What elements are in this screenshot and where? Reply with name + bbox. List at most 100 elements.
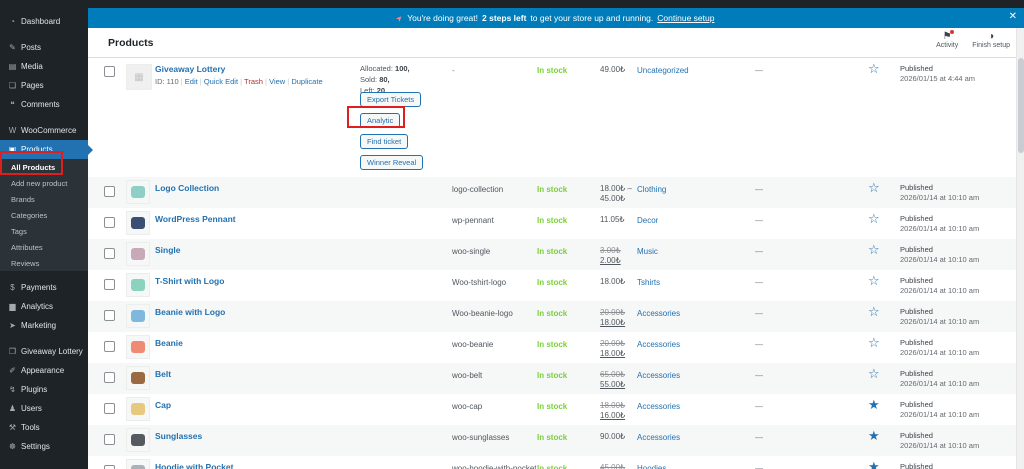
row-checkbox[interactable] bbox=[104, 341, 115, 352]
sidebar-item-add-new-product[interactable]: Add new product bbox=[0, 175, 88, 191]
category-link[interactable]: Accessories bbox=[637, 402, 681, 411]
export-tickets-button[interactable]: Export Tickets bbox=[360, 92, 422, 107]
banner-close-icon[interactable]: ✕ bbox=[1008, 11, 1017, 22]
featured-star[interactable]: ☆ bbox=[868, 242, 880, 257]
lottery-icon: ❒ bbox=[8, 347, 17, 356]
scrollbar-thumb[interactable] bbox=[1018, 58, 1024, 153]
product-thumb[interactable]: ▦ bbox=[126, 64, 152, 90]
category-link[interactable]: Accessories bbox=[637, 340, 681, 349]
featured-star[interactable]: ☆ bbox=[868, 211, 880, 226]
edit-action[interactable]: Edit bbox=[184, 77, 198, 86]
sidebar-item-plugins[interactable]: ↯ Plugins bbox=[0, 380, 88, 399]
sidebar-item-dashboard[interactable]: ◔ Dashboard bbox=[0, 12, 88, 31]
sidebar-item-payments[interactable]: $ Payments bbox=[0, 278, 88, 297]
featured-star[interactable]: ☆ bbox=[868, 335, 880, 350]
row-checkbox[interactable] bbox=[104, 279, 115, 290]
featured-star[interactable]: ★ bbox=[868, 459, 880, 469]
sidebar-item-brands[interactable]: Brands bbox=[0, 191, 88, 207]
continue-setup-link[interactable]: Continue setup bbox=[657, 13, 715, 23]
sidebar-item-all-products[interactable]: All Products bbox=[0, 159, 88, 175]
winner-reveal-button[interactable]: Winner Reveal bbox=[360, 155, 424, 170]
stock-status: In stock bbox=[537, 66, 568, 75]
category-link[interactable]: Music bbox=[637, 247, 658, 256]
featured-star[interactable]: ★ bbox=[868, 397, 880, 412]
featured-star[interactable]: ☆ bbox=[868, 61, 880, 76]
category-link[interactable]: Tshirts bbox=[637, 278, 661, 287]
category-link[interactable]: Clothing bbox=[637, 185, 667, 194]
row-checkbox[interactable] bbox=[104, 465, 115, 469]
view-action[interactable]: View bbox=[269, 77, 286, 86]
product-thumb[interactable] bbox=[126, 304, 150, 328]
sidebar-item-appearance[interactable]: ✐ Appearance bbox=[0, 361, 88, 380]
product-name-link[interactable]: T-Shirt with Logo bbox=[155, 276, 225, 286]
product-name-link[interactable]: WordPress Pennant bbox=[155, 214, 236, 224]
featured-star[interactable]: ☆ bbox=[868, 304, 880, 319]
sidebar-item-collapse-menu[interactable]: ◄ Collapse Menu bbox=[0, 463, 88, 469]
row-checkbox[interactable] bbox=[104, 372, 115, 383]
product-thumb[interactable] bbox=[126, 273, 150, 297]
product-thumb[interactable] bbox=[126, 397, 150, 421]
sidebar-item-posts[interactable]: ✎ Posts bbox=[0, 38, 88, 57]
sidebar-item-tags[interactable]: Tags bbox=[0, 223, 88, 239]
find-ticket-button[interactable]: Find ticket bbox=[360, 134, 409, 149]
sidebar-item-media[interactable]: ▤ Media bbox=[0, 57, 88, 76]
sidebar-item-analytics[interactable]: ▆ Analytics bbox=[0, 297, 88, 316]
product-name-link[interactable]: Cap bbox=[155, 400, 172, 410]
row-checkbox[interactable] bbox=[104, 434, 115, 445]
featured-star[interactable]: ☆ bbox=[868, 180, 880, 195]
sidebar-item-settings[interactable]: ☸ Settings bbox=[0, 437, 88, 456]
category-link[interactable]: Accessories bbox=[637, 371, 681, 380]
product-sku: wp-pennant bbox=[452, 216, 494, 225]
finish-setup-button[interactable]: ◑ Finish setup bbox=[972, 31, 1010, 49]
category-link[interactable]: Accessories bbox=[637, 309, 681, 318]
sidebar-item-users[interactable]: ♟ Users bbox=[0, 399, 88, 418]
product-thumb[interactable] bbox=[126, 242, 150, 266]
product-id: ID: 110 bbox=[155, 77, 179, 86]
category-link[interactable]: Decor bbox=[637, 216, 659, 225]
product-name-link[interactable]: Logo Collection bbox=[155, 183, 220, 193]
sidebar-item-comments[interactable]: ❝ Comments bbox=[0, 95, 88, 114]
users-icon: ♟ bbox=[8, 404, 17, 413]
sidebar-item-woocommerce[interactable]: W WooCommerce bbox=[0, 121, 88, 140]
sidebar-item-marketing[interactable]: ➤ Marketing bbox=[0, 316, 88, 335]
featured-star[interactable]: ☆ bbox=[868, 366, 880, 381]
featured-star[interactable]: ★ bbox=[868, 428, 880, 443]
product-name-link[interactable]: Beanie with Logo bbox=[155, 307, 226, 317]
featured-star[interactable]: ☆ bbox=[868, 273, 880, 288]
sidebar-item-attributes[interactable]: Attributes bbox=[0, 239, 88, 255]
row-checkbox[interactable] bbox=[104, 310, 115, 321]
analytic-button[interactable]: Analytic bbox=[360, 113, 401, 128]
vertical-scrollbar[interactable] bbox=[1016, 28, 1024, 469]
product-thumb[interactable] bbox=[126, 335, 150, 359]
row-checkbox[interactable] bbox=[104, 217, 115, 228]
product-thumb[interactable] bbox=[126, 459, 150, 469]
sidebar-item-tools[interactable]: ⚒ Tools bbox=[0, 418, 88, 437]
sidebar-item-categories[interactable]: Categories bbox=[0, 207, 88, 223]
category-link[interactable]: Accessories bbox=[637, 433, 681, 442]
product-name-link[interactable]: Beanie bbox=[155, 338, 183, 348]
row-checkbox[interactable] bbox=[104, 186, 115, 197]
category-link[interactable]: Uncategorized bbox=[637, 66, 689, 75]
sidebar-item-giveaway-lottery[interactable]: ❒ Giveaway Lottery bbox=[0, 342, 88, 361]
row-checkbox[interactable] bbox=[104, 403, 115, 414]
row-checkbox[interactable] bbox=[104, 248, 115, 259]
quick-edit-action[interactable]: Quick Edit bbox=[203, 77, 239, 86]
sidebar-item-pages[interactable]: ❏ Pages bbox=[0, 76, 88, 95]
product-name-link[interactable]: Belt bbox=[155, 369, 172, 379]
product-name-link[interactable]: Single bbox=[155, 245, 181, 255]
product-name-link[interactable]: Sunglasses bbox=[155, 431, 203, 441]
product-thumb[interactable] bbox=[126, 211, 150, 235]
trash-action[interactable]: Trash bbox=[244, 77, 263, 86]
row-checkbox[interactable] bbox=[104, 66, 115, 77]
product-name-link[interactable]: Hoodie with Pocket bbox=[155, 462, 234, 469]
activity-button[interactable]: ⚑ Activity bbox=[936, 30, 958, 49]
megaphone-icon: ➤ bbox=[9, 321, 16, 330]
product-thumb[interactable] bbox=[126, 180, 150, 204]
sidebar-item-products[interactable]: ▣ Products bbox=[0, 140, 93, 159]
product-name-link[interactable]: Giveaway Lottery bbox=[155, 64, 226, 74]
category-link[interactable]: Hoodies bbox=[637, 464, 667, 469]
product-thumb[interactable] bbox=[126, 428, 150, 452]
product-thumb[interactable] bbox=[126, 366, 150, 390]
sidebar-item-reviews[interactable]: Reviews bbox=[0, 255, 88, 271]
duplicate-action[interactable]: Duplicate bbox=[291, 77, 323, 86]
